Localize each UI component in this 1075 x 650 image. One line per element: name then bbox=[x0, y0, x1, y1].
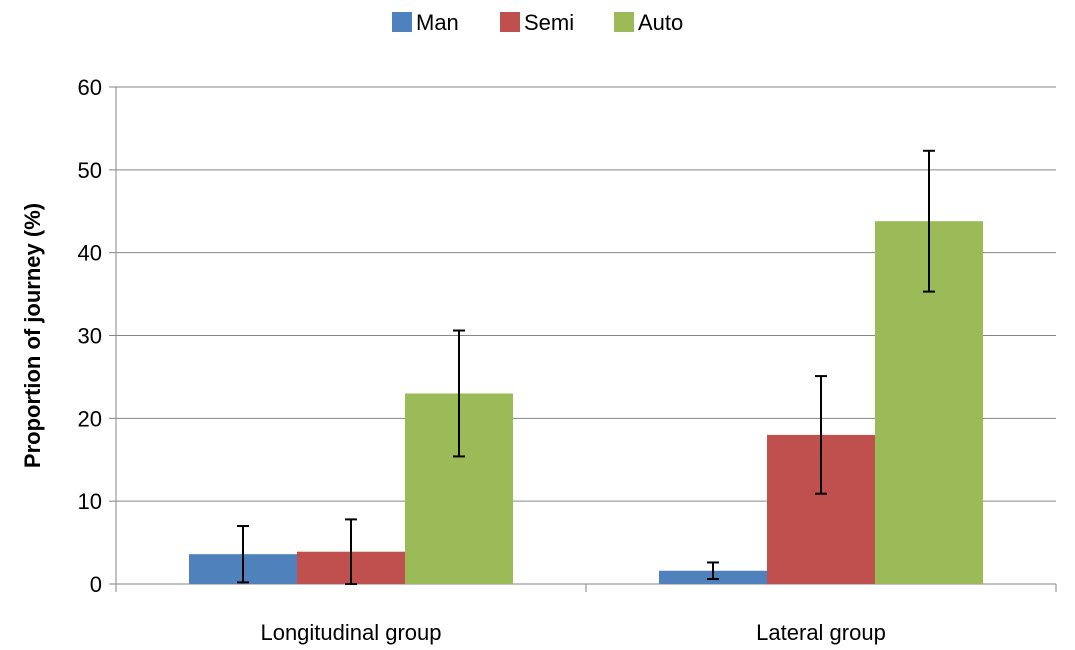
bars bbox=[189, 221, 983, 584]
y-tick-label: 10 bbox=[78, 489, 102, 514]
x-category-label: Longitudinal group bbox=[260, 620, 441, 645]
error-bars bbox=[237, 149, 935, 585]
x-category-label: Lateral group bbox=[756, 620, 886, 645]
y-tick-label: 0 bbox=[90, 572, 102, 597]
legend-label-auto: Auto bbox=[638, 10, 683, 35]
legend-label-man: Man bbox=[416, 10, 459, 35]
legend-swatch-man bbox=[392, 12, 412, 32]
y-tick-label: 50 bbox=[78, 158, 102, 183]
legend-swatch-semi bbox=[500, 12, 520, 32]
y-tick-label: 60 bbox=[78, 75, 102, 100]
legend: Man Semi Auto bbox=[392, 10, 683, 35]
legend-swatch-auto bbox=[614, 12, 634, 32]
y-axis-title: Proportion of journey (%) bbox=[20, 203, 45, 468]
y-tick-label: 30 bbox=[78, 324, 102, 349]
y-tick-label: 20 bbox=[78, 406, 102, 431]
y-tick-label: 40 bbox=[78, 241, 102, 266]
labels: 0 10 20 30 40 50 60 Longitudinal group Lateral g… bbox=[20, 75, 886, 645]
legend-label-semi: Semi bbox=[524, 10, 574, 35]
